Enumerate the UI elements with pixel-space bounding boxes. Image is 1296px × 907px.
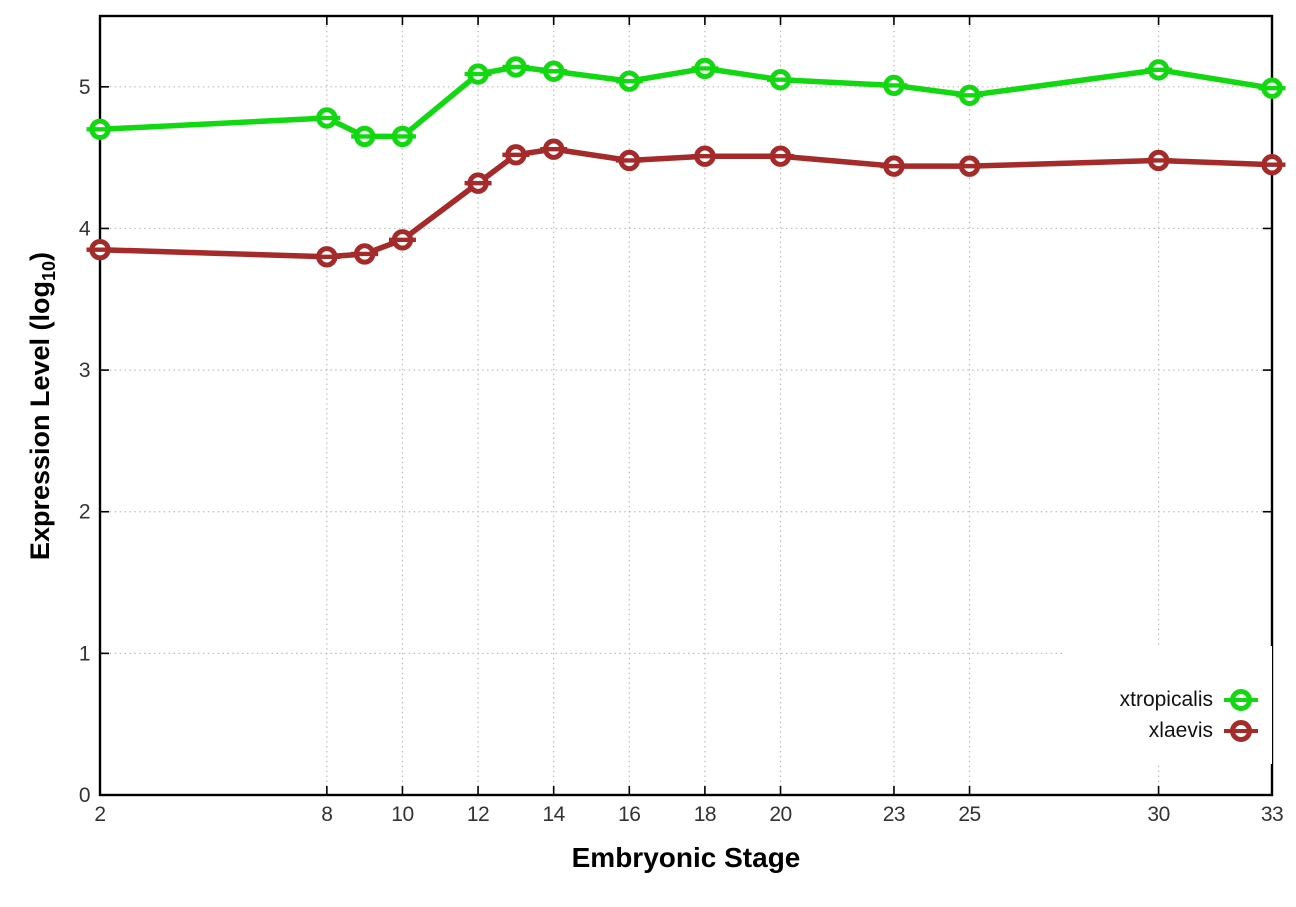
legend-item-xlaevis: xlaevis — [1064, 715, 1272, 746]
x-tick-label: 20 — [769, 803, 791, 826]
legend-marker-xlaevis — [1224, 719, 1258, 742]
x-tick-label: 18 — [694, 803, 716, 826]
legend: xtropicalis xlaevis — [1064, 646, 1272, 764]
series-line — [99, 146, 1273, 260]
y-tick-label: 3 — [79, 359, 90, 382]
y-tick-label: 0 — [79, 784, 90, 807]
x-tick-label: 16 — [618, 803, 640, 826]
y-tick-label: 2 — [79, 501, 90, 524]
legend-marker-xtropicalis — [1224, 688, 1258, 711]
plot-frame — [98, 14, 1274, 797]
legend-label-xlaevis: xlaevis — [1148, 718, 1213, 742]
y-tick-label: 1 — [79, 642, 90, 665]
y-axis-title: Expression Level (log10) — [25, 191, 59, 621]
x-tick-label: 33 — [1261, 803, 1283, 826]
y-axis-title-text: Expression Level (log — [25, 280, 55, 561]
y-axis-title-subscript: 10 — [39, 260, 59, 281]
y-tick-label: 5 — [79, 76, 90, 99]
legend-label-xtropicalis: xtropicalis — [1119, 687, 1213, 711]
series-line — [99, 64, 1273, 140]
series-xtropicalis — [86, 56, 1286, 148]
x-tick-label: 8 — [321, 803, 332, 826]
x-axis-title: Embryonic Stage — [571, 842, 801, 873]
y-axis-title-close: ) — [25, 251, 55, 261]
x-tick-label: 12 — [467, 803, 489, 826]
x-tick-label: 25 — [958, 803, 980, 826]
x-tick-label: 30 — [1147, 803, 1169, 826]
legend-item-xtropicalis: xtropicalis — [1064, 684, 1272, 715]
y-tick-label: 4 — [79, 217, 91, 240]
x-tick-label: 14 — [542, 803, 565, 826]
series-xlaevis — [86, 138, 1286, 268]
legend-errorbar-icon — [1224, 697, 1258, 702]
x-tick-label: 23 — [883, 803, 905, 826]
x-tick-label: 10 — [391, 803, 413, 826]
x-tick-label: 2 — [94, 803, 105, 826]
legend-errorbar-icon — [1224, 728, 1258, 733]
